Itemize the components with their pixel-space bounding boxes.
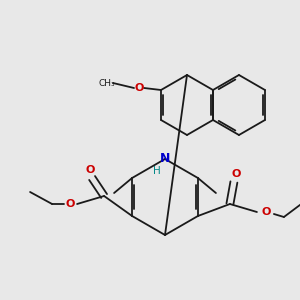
Text: O: O bbox=[65, 199, 75, 209]
Text: O: O bbox=[134, 83, 144, 93]
Text: CH₃: CH₃ bbox=[99, 79, 115, 88]
Text: O: O bbox=[85, 165, 95, 175]
Text: O: O bbox=[231, 169, 241, 179]
Text: O: O bbox=[261, 207, 271, 217]
Text: N: N bbox=[160, 152, 170, 166]
Text: H: H bbox=[153, 166, 161, 176]
